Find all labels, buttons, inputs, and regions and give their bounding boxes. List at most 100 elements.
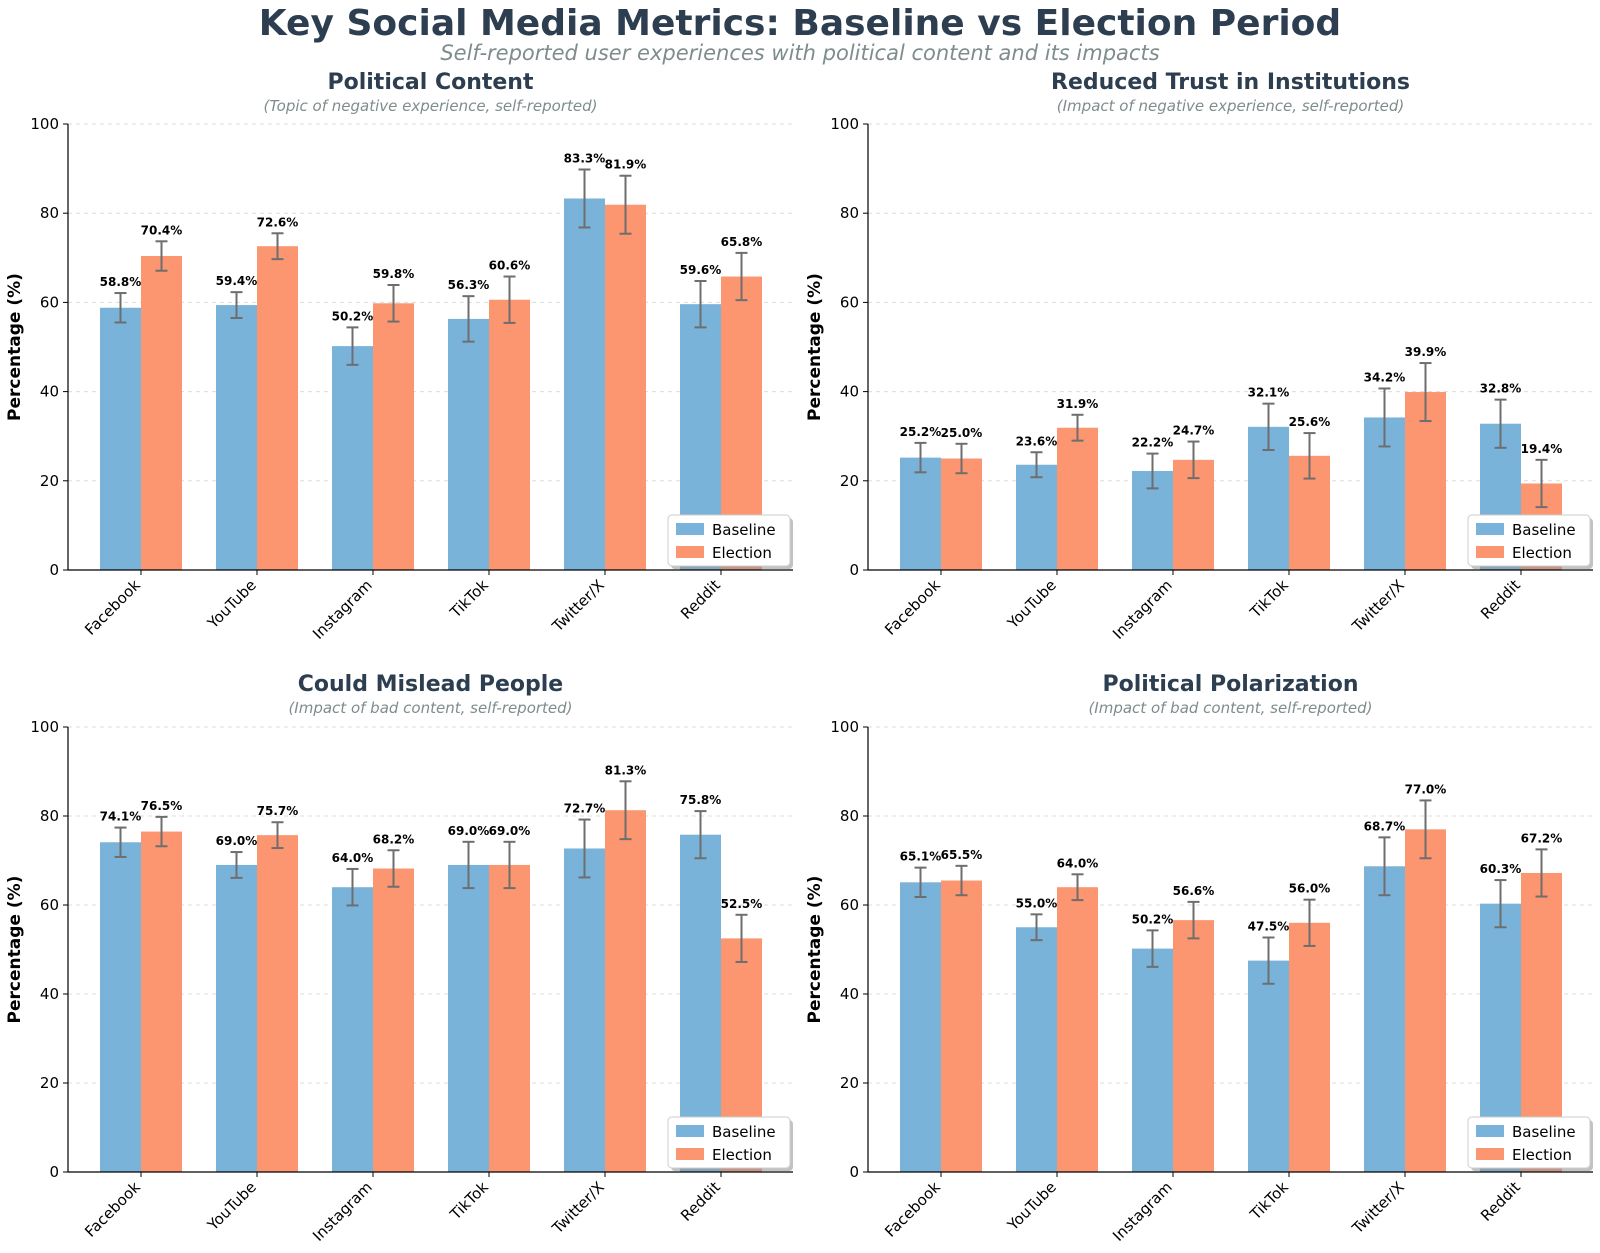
data-label: 74.1% [100,810,142,824]
data-label: 81.9% [605,158,647,172]
data-label: 24.7% [1173,424,1215,438]
x-tick-label: TikTok [446,576,492,622]
bar-election [257,246,298,571]
data-label: 23.6% [1016,434,1058,448]
legend-swatch-baseline [1476,1125,1504,1137]
x-tick-label: YouTube [1003,576,1060,633]
data-label: 65.1% [900,850,942,864]
data-label: 25.2% [900,425,942,439]
legend-swatch-election [1476,1148,1504,1160]
y-tick-label: 40 [840,985,859,1003]
data-label: 76.5% [141,799,183,813]
legend-label-election: Election [1512,1146,1572,1164]
data-label: 64.0% [1057,856,1099,870]
data-label: 25.0% [941,426,983,440]
legend-swatch-election [1476,546,1504,558]
data-label: 83.3% [564,151,606,165]
x-tick-label: Reddit [1477,576,1524,623]
legend: Baseline Election [667,1116,793,1171]
x-tick-label: Facebook [881,576,944,639]
x-tick-label: Instagram [309,1178,376,1245]
bar-election [257,835,298,1172]
data-label: 81.3% [605,763,647,777]
bar-baseline [332,346,373,570]
data-label: 50.2% [1132,912,1174,926]
y-tick-label: 60 [40,896,59,914]
data-label: 56.3% [448,278,490,292]
bar-baseline [100,842,141,1172]
bar-baseline [564,848,605,1172]
y-axis-label: Percentage (%) [805,876,825,1024]
data-label: 68.2% [373,832,415,846]
bar-baseline [900,882,941,1172]
legend-label-election: Election [712,1146,772,1164]
x-tick-label: TikTok [1246,1178,1292,1224]
bar-baseline [216,305,257,570]
bar-baseline [448,318,489,570]
chart-title: Reduced Trust in Institutions [1051,70,1410,95]
y-tick-label: 0 [49,1163,59,1181]
data-label: 72.6% [257,215,299,229]
data-label: 64.0% [332,851,374,865]
chart-panel: Political Content (Topic of negative expe… [5,70,793,643]
data-label: 25.6% [1289,415,1331,429]
bar-baseline [1016,927,1057,1172]
main-title: Key Social Media Metrics: Baseline vs El… [258,3,1342,44]
data-label: 69.0% [489,824,531,838]
bar-baseline [564,198,605,570]
chart-subtitle: (Impact of negative experience, self-rep… [1057,97,1404,115]
bar-baseline [1364,866,1405,1172]
data-label: 60.3% [1480,862,1522,876]
chart-panel: Political Polarization (Impact of bad con… [805,672,1593,1245]
bar-election [941,458,982,570]
y-axis-label: Percentage (%) [5,273,25,421]
chart-subtitle: (Topic of negative experience, self-repo… [264,97,598,115]
data-label: 59.6% [680,263,722,277]
bar-baseline [216,864,257,1172]
x-tick-label: Reddit [677,1178,724,1225]
x-tick-label: YouTube [203,576,260,633]
bar-election [605,204,646,570]
y-tick-label: 40 [40,985,59,1003]
legend-label-baseline: Baseline [1512,1123,1576,1141]
x-tick-label: Instagram [1109,1178,1176,1245]
data-label: 75.7% [257,804,299,818]
bar-election [1173,920,1214,1172]
y-tick-label: 40 [40,383,59,401]
y-tick-label: 20 [40,1074,59,1092]
chart-subtitle: (Impact of bad content, self-reported) [1088,699,1372,717]
y-tick-label: 0 [849,1163,859,1181]
bar-election [141,831,182,1172]
x-tick-label: Instagram [1109,576,1176,643]
y-tick-label: 80 [840,807,859,825]
data-label: 22.2% [1132,436,1174,450]
legend-swatch-election [676,546,704,558]
legend-label-election: Election [712,544,772,562]
y-tick-label: 20 [840,1074,859,1092]
data-label: 70.4% [141,223,183,237]
y-tick-label: 60 [840,293,859,311]
bar-election [1405,829,1446,1172]
bar-baseline [1016,464,1057,570]
data-label: 72.7% [564,802,606,816]
data-label: 58.8% [100,275,142,289]
x-tick-label: Instagram [309,576,376,643]
y-tick-label: 0 [849,561,859,579]
x-tick-label: Reddit [1477,1178,1524,1225]
data-label: 67.2% [1521,831,1563,845]
data-label: 55.0% [1016,896,1058,910]
y-tick-label: 20 [840,472,859,490]
bar-baseline [900,457,941,570]
bar-baseline [680,834,721,1172]
chart-title: Political Polarization [1103,672,1359,697]
x-tick-label: Facebook [81,576,144,639]
chart-subtitle: (Impact of bad content, self-reported) [288,699,572,717]
data-label: 50.2% [332,309,374,323]
legend-label-baseline: Baseline [712,1123,776,1141]
y-tick-label: 80 [40,807,59,825]
x-tick-label: Reddit [677,576,724,623]
data-label: 56.0% [1289,882,1331,896]
x-tick-label: Twitter/X [1348,576,1408,636]
data-label: 31.9% [1057,397,1099,411]
x-tick-label: Twitter/X [548,576,608,636]
